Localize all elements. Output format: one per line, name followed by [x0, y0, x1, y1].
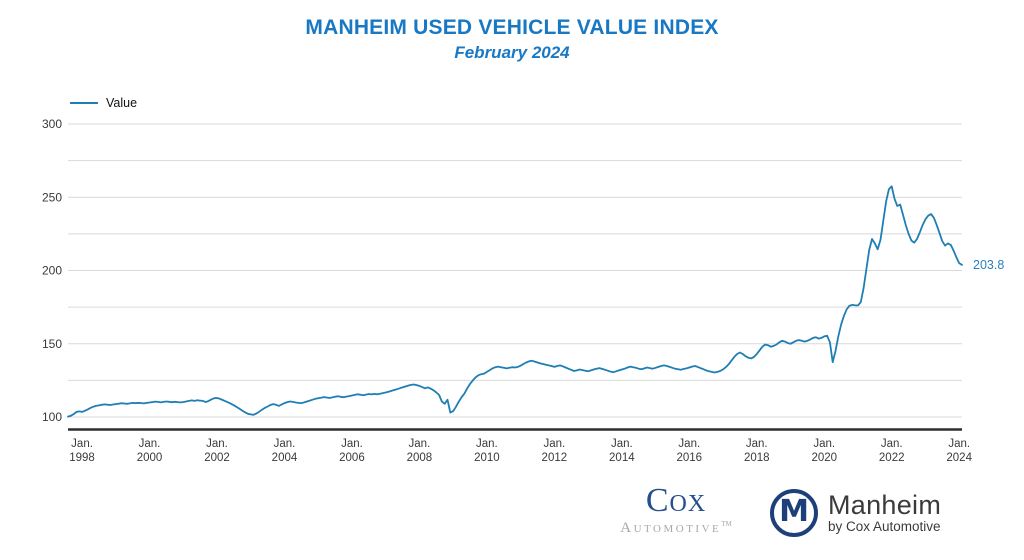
x-tick-label: Jan. 2016	[677, 438, 703, 464]
y-tick-label: 150	[42, 337, 62, 351]
trademark-symbol: TM	[721, 520, 732, 528]
x-tick-label: Jan. 2006	[339, 438, 365, 464]
x-tick-label: Jan. 2020	[811, 438, 837, 464]
y-tick-label: 200	[42, 264, 62, 278]
x-tick-label: Jan. 2002	[204, 438, 230, 464]
x-tick-label: Jan. 2024	[946, 438, 972, 464]
cox-logo-wordmark: Cox	[645, 482, 707, 519]
cox-logo-automotive-text: AutomotiveTM	[598, 515, 754, 537]
y-tick-label: 300	[42, 117, 62, 131]
x-tick-label: Jan. 2012	[542, 438, 568, 464]
x-tick-label: Jan. 2014	[609, 438, 635, 464]
manheim-logo-text: Manheim by Cox Automotive	[828, 489, 942, 535]
x-tick-label: Jan. 2004	[272, 438, 298, 464]
x-tick-label: Jan. 2018	[744, 438, 770, 464]
manheim-logo: M Manheim by Cox Automotive	[770, 486, 941, 540]
x-tick-label: Jan. 2008	[407, 438, 433, 464]
y-tick-label: 250	[42, 190, 62, 204]
cox-automotive-label: Automotive	[620, 520, 722, 536]
x-tick-label: Jan. 2010	[474, 438, 500, 464]
x-tick-label: Jan. 2000	[137, 438, 163, 464]
page-title: MANHEIM USED VEHICLE VALUE INDEX	[305, 16, 719, 39]
end-value-label: 203.8	[973, 257, 1005, 272]
legend-line-swatch	[70, 102, 98, 104]
page-subtitle: February 2024	[454, 43, 570, 62]
legend-label: Value	[106, 96, 138, 110]
value-line	[67, 185, 963, 418]
x-tick-label: Jan. 1998	[69, 438, 95, 464]
manheim-name: Manheim	[828, 489, 942, 520]
manheim-monogram-icon: M	[770, 489, 818, 537]
x-tick-label: Jan. 2022	[879, 438, 905, 464]
manheim-m-letter: M	[779, 494, 809, 529]
manheim-tagline: by Cox Automotive	[828, 518, 941, 534]
y-tick-label: 100	[42, 410, 62, 424]
cox-automotive-logo: Cox AutomotiveTM	[598, 482, 754, 537]
legend: Value	[70, 96, 137, 110]
